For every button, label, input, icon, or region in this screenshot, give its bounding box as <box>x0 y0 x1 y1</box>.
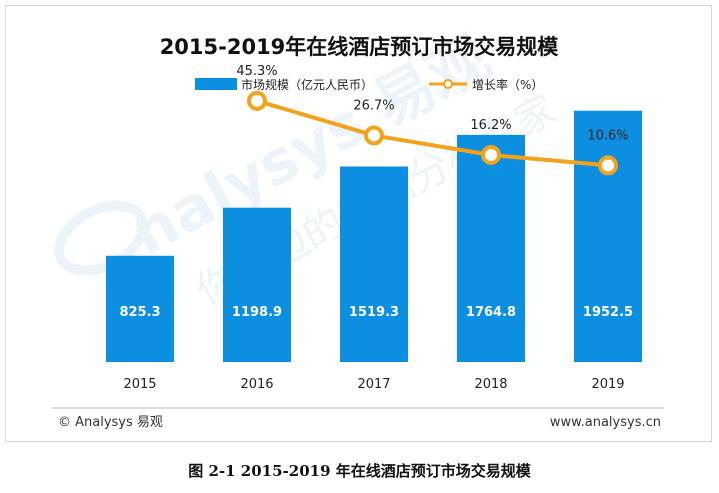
growth-marker-2016 <box>247 90 267 111</box>
x-tick-label-2016: 2016 <box>240 377 273 392</box>
chart: nalysys 易观 你身边的数据分析专家 2015-2019年在线酒店预订市场… <box>52 22 664 430</box>
growth-value-label-2017: 26.7% <box>353 98 394 113</box>
legend-bar-label: 市场规模（亿元人民币） <box>241 77 373 92</box>
bar-2015 <box>106 255 174 362</box>
x-tick-label-2017: 2017 <box>357 377 390 392</box>
bar-2019 <box>574 110 642 362</box>
growth-marker-2018 <box>481 144 501 165</box>
bar-value-label-2019: 1952.5 <box>583 305 633 320</box>
bar-value-labels: 825.3 1198.9 1519.3 1764.8 1952.5 <box>119 305 633 320</box>
legend: 市场规模（亿元人民币） 增长率（%） <box>195 77 543 92</box>
chart-frame: nalysys 易观 你身边的数据分析专家 2015-2019年在线酒店预订市场… <box>5 5 712 442</box>
footer-website: www.analysys.cn <box>550 415 661 430</box>
legend-line-label: 增长率（%） <box>472 77 543 92</box>
growth-markers <box>247 90 618 176</box>
figure-caption: 图 2-1 2015-2019 年在线酒店预订市场交易规模 <box>188 462 531 480</box>
growth-marker-2017 <box>364 125 384 146</box>
growth-line <box>256 98 609 168</box>
growth-value-label-2016: 45.3% <box>236 64 277 79</box>
bar-2018 <box>457 134 525 362</box>
growth-value-labels: 45.3% 26.7% 16.2% 10.6% <box>236 64 628 144</box>
bar-value-label-2018: 1764.8 <box>466 305 516 320</box>
growth-value-label-2019: 10.6% <box>587 128 628 143</box>
footer-source: © Analysys 易观 <box>58 415 163 430</box>
x-tick-label-2015: 2015 <box>123 377 156 392</box>
bar-2017 <box>340 166 408 362</box>
legend-bar-swatch <box>195 78 237 90</box>
x-tick-label-2018: 2018 <box>474 377 507 392</box>
x-axis-tick-labels: 2015 2016 2017 2018 2019 <box>123 377 624 392</box>
growth-value-label-2018: 16.2% <box>470 118 511 133</box>
bar-value-label-2015: 825.3 <box>119 305 160 320</box>
bar-value-label-2017: 1519.3 <box>349 305 399 320</box>
chart-title: 2015-2019年在线酒店预订市场交易规模 <box>160 35 560 59</box>
bar-value-label-2016: 1198.9 <box>232 305 282 320</box>
bar-2016 <box>223 207 291 362</box>
growth-marker-2019 <box>598 155 618 176</box>
x-tick-label-2019: 2019 <box>591 377 624 392</box>
legend-line-marker <box>443 79 453 89</box>
bar-series <box>106 110 642 362</box>
